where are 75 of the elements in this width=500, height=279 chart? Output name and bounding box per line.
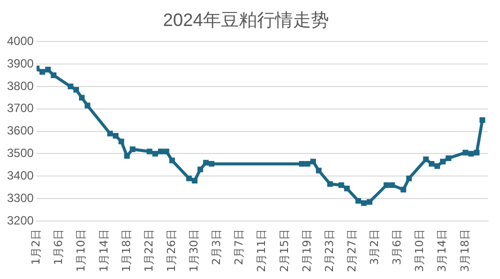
point (344, 186, 350, 192)
x-tick-label: 2月23日 (322, 229, 336, 272)
y-tick-label: 3500 (6, 146, 34, 160)
point (192, 178, 198, 184)
point (468, 150, 474, 157)
x-tick-label: 1月10日 (74, 229, 88, 272)
point (446, 155, 452, 162)
point (304, 160, 310, 167)
x-tick-label: 1月6日 (52, 229, 66, 266)
point (152, 150, 158, 157)
x-tick-label: 2月7日 (232, 229, 246, 266)
x-tick-label: 2月19日 (300, 229, 314, 272)
point (361, 200, 367, 206)
point (327, 181, 333, 187)
point (474, 150, 480, 156)
x-tick-label: 1月30日 (188, 229, 201, 272)
point (355, 198, 362, 204)
x-tick-label: 3月10日 (413, 229, 426, 272)
point (124, 153, 130, 159)
x-tick-label: 2月27日 (345, 229, 358, 272)
point (112, 132, 118, 139)
point (366, 199, 372, 205)
point (73, 86, 80, 93)
point (462, 150, 468, 156)
point (316, 168, 322, 174)
point (310, 158, 316, 164)
point (400, 186, 406, 192)
point (118, 138, 124, 144)
point (428, 160, 434, 167)
x-tick-label: 1月26日 (164, 229, 178, 272)
point (45, 66, 51, 72)
point (208, 160, 214, 167)
point (40, 69, 46, 75)
x-tick-label: 1月18日 (120, 229, 133, 272)
x-tick-label: 3月6日 (390, 229, 404, 266)
point (299, 160, 305, 167)
point (164, 148, 170, 154)
x-tick-label: 2月11日 (255, 229, 268, 272)
x-tick-label: 2月3日 (210, 229, 224, 266)
point (338, 182, 344, 188)
point (384, 182, 390, 188)
point (130, 146, 136, 152)
y-tick-label: 3400 (6, 168, 34, 182)
chart-title: 2024年豆粕行情走势 (162, 10, 330, 30)
x-tick-label: 1月14日 (97, 229, 110, 272)
y-tick-label: 3700 (6, 101, 34, 116)
x-tick-label: 3月14日 (436, 229, 449, 272)
point (389, 182, 395, 188)
point (406, 176, 412, 182)
x-tick-label: 1月2日 (30, 229, 43, 266)
point (79, 94, 85, 100)
point (169, 158, 175, 164)
x-tick-label: 3月2日 (368, 229, 382, 266)
point (197, 166, 204, 172)
y-tick-label: 3600 (6, 124, 34, 138)
point (50, 72, 56, 78)
y-tick-label: 4000 (6, 34, 34, 48)
point (423, 156, 429, 162)
point (203, 160, 209, 166)
point (434, 163, 440, 169)
point (146, 148, 152, 154)
point (84, 102, 90, 108)
x-tick-label: 1月22日 (142, 229, 156, 272)
point (68, 84, 74, 90)
point (158, 148, 164, 154)
point (107, 130, 113, 136)
y-tick-label: 3300 (6, 190, 34, 205)
y-tick-label: 3200 (6, 213, 34, 228)
point (186, 176, 192, 182)
y-tick-label: 3800 (6, 78, 34, 93)
y-tick-label: 3900 (6, 56, 34, 70)
point (440, 158, 446, 164)
x-tick-label: 2月15日 (278, 229, 291, 272)
point (480, 117, 486, 123)
x-tick-label: 3月18日 (458, 229, 472, 272)
